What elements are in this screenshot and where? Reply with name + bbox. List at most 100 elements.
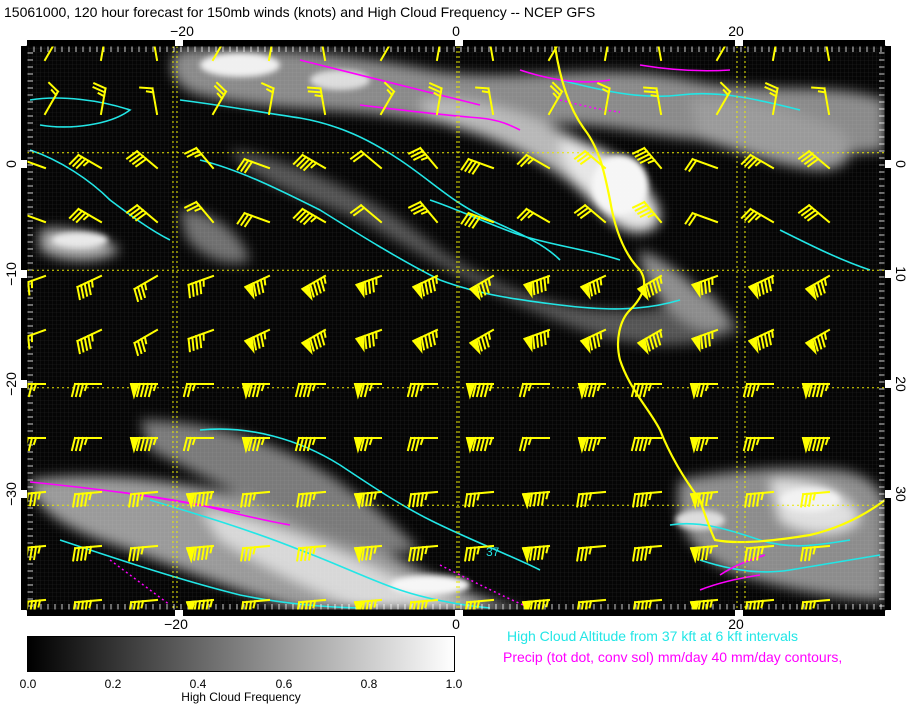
wind-barb xyxy=(689,598,719,610)
wind-barb xyxy=(579,328,607,354)
coastline xyxy=(553,46,885,544)
wind-barb xyxy=(523,328,551,353)
wind-barb xyxy=(464,544,495,562)
wind-barb xyxy=(523,274,551,299)
wind-barb xyxy=(128,490,159,508)
wind-barb xyxy=(151,46,159,62)
wind-barb xyxy=(72,598,103,610)
wind-barb xyxy=(133,274,159,303)
wind-barb xyxy=(379,81,396,116)
wind-barb xyxy=(804,328,831,356)
wind-barb xyxy=(636,328,663,356)
wind-barb xyxy=(521,598,551,610)
wind-barb xyxy=(125,203,159,224)
wind-barb xyxy=(128,544,159,562)
wind-barb xyxy=(43,46,60,62)
wind-barb xyxy=(715,46,732,62)
wind-barb xyxy=(407,200,439,224)
wind-barb xyxy=(68,207,103,224)
top-lon-label: 0 xyxy=(452,23,460,39)
wind-barb xyxy=(596,82,611,116)
right-lat-label: 20 xyxy=(893,376,906,392)
wind-barb xyxy=(636,274,663,302)
wind-barb xyxy=(125,149,159,170)
wind-barb xyxy=(27,544,47,564)
wind-barb xyxy=(182,436,214,452)
wind-barb xyxy=(355,274,383,299)
wind-barb xyxy=(576,544,607,562)
wind-barb xyxy=(185,544,215,564)
wind-barb xyxy=(632,598,663,610)
wind-barb xyxy=(689,490,719,510)
wind-barb xyxy=(211,46,228,62)
wind-barb xyxy=(573,149,607,170)
wind-barb xyxy=(689,436,718,454)
wind-barb xyxy=(516,207,551,224)
wind-barb xyxy=(68,153,103,170)
wind-barb xyxy=(296,490,327,508)
wind-barb xyxy=(129,382,158,400)
cloud-altitude-legend: High Cloud Altitude from 37 kft at 6 kft… xyxy=(507,628,799,644)
wind-barb xyxy=(475,86,495,116)
wind-barb xyxy=(407,146,439,170)
colorbar-label: High Cloud Frequency xyxy=(181,690,301,704)
wind-barb xyxy=(70,382,102,398)
wind-barb xyxy=(800,598,831,610)
wind-barb xyxy=(353,598,383,610)
wind-barb xyxy=(353,490,383,510)
wind-barb xyxy=(691,328,719,353)
bottom-lon-label: −20 xyxy=(164,616,188,632)
wind-barb xyxy=(744,490,775,508)
chart-title: 15061000, 120 hour forecast for 150mb wi… xyxy=(4,4,596,20)
left-lat-label: −30 xyxy=(3,482,19,506)
wind-barb xyxy=(460,211,495,229)
wind-barb xyxy=(292,207,327,226)
wind-barb xyxy=(379,46,396,62)
wind-barb xyxy=(182,382,214,398)
wind-barb xyxy=(464,598,495,610)
top-lon-label: 20 xyxy=(728,23,744,39)
wind-barb xyxy=(518,436,550,452)
wind-barb xyxy=(267,46,275,62)
wind-barb xyxy=(579,274,607,300)
wind-barb xyxy=(800,490,831,508)
wind-barb xyxy=(307,86,327,116)
wind-barb xyxy=(243,328,271,354)
wind-barb xyxy=(521,544,551,564)
wind-barb xyxy=(715,81,732,116)
left-lat-label: 0 xyxy=(3,160,19,168)
cloud-altitude-contours xyxy=(29,79,881,609)
wind-barb xyxy=(632,490,663,508)
wind-barb xyxy=(183,200,215,224)
wind-barb xyxy=(742,436,774,452)
colorbar-tick: 0.8 xyxy=(360,677,378,691)
wind-barb xyxy=(260,82,275,116)
wind-barb xyxy=(241,436,270,454)
wind-barb xyxy=(465,382,494,400)
wind-barb xyxy=(411,274,439,300)
wind-barb xyxy=(744,598,775,610)
wind-barb xyxy=(801,382,830,400)
wind-barb xyxy=(577,436,606,454)
wind-barb xyxy=(689,382,718,400)
wind-barb xyxy=(411,328,439,354)
wind-barb xyxy=(516,153,551,170)
wind-barb xyxy=(236,211,271,228)
wind-barb xyxy=(296,598,327,610)
wind-barb xyxy=(547,46,564,62)
wind-barb xyxy=(300,328,327,356)
wind-barb xyxy=(408,490,439,508)
wind-barb xyxy=(27,328,47,350)
wind-barb xyxy=(240,598,271,610)
wind-barb xyxy=(630,382,662,398)
colorbar-tick: 1.0 xyxy=(445,677,463,691)
wind-barb xyxy=(185,490,215,510)
wind-barb xyxy=(576,490,607,508)
precip-dotted-contours xyxy=(109,99,621,609)
wind-barb xyxy=(92,82,107,116)
wind-barb xyxy=(804,274,831,302)
wind-barb xyxy=(435,46,443,62)
wind-barb xyxy=(655,46,663,62)
wind-barb xyxy=(355,328,383,353)
